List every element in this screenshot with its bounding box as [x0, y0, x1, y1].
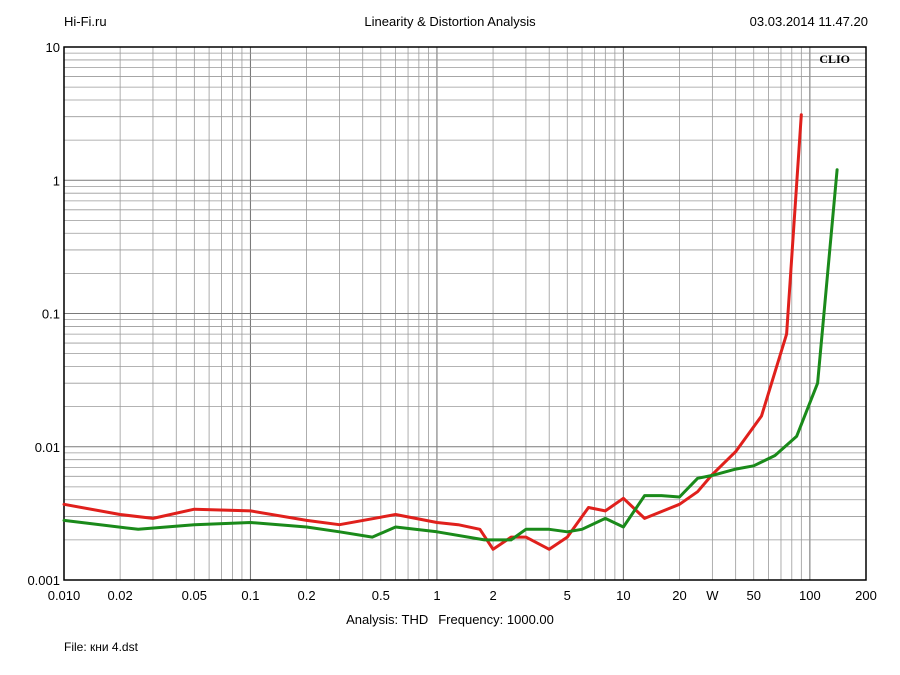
x-tick-label: 0.05	[182, 588, 207, 600]
x-tick-label: W	[706, 588, 719, 600]
grid-lines	[63, 46, 867, 581]
x-tick-label: 0.02	[107, 588, 132, 600]
x-tick-label: 2	[489, 588, 496, 600]
chart-title: Linearity & Distortion Analysis	[364, 14, 536, 29]
y-axis-tick-labels: 10 1 0.1 0.01 0.001	[27, 40, 60, 588]
x-tick-label: 5	[564, 588, 571, 600]
y-tick-label: 0.01	[35, 440, 60, 455]
y-tick-label: 10	[46, 40, 60, 55]
thd-chart: 0.010 0.02 0.05 0.1 0.2 0.5 1 2 5 10 20 W 50 100 200 1…	[27, 40, 877, 600]
series-line-1	[62, 113, 803, 551]
x-tick-label: 100	[799, 588, 821, 600]
x-tick-label: 20	[672, 588, 686, 600]
y-tick-label: 0.1	[42, 307, 60, 322]
analysis-info: Analysis: THD Frequency: 1000.00	[0, 612, 900, 627]
analysis-frequency: Frequency: 1000.00	[438, 612, 554, 627]
plot-frame	[63, 46, 867, 581]
x-tick-label: 0.5	[372, 588, 390, 600]
x-tick-label: 10	[616, 588, 630, 600]
x-tick-label: 0.010	[48, 588, 81, 600]
data-series	[62, 113, 839, 551]
timestamp: 03.03.2014 11.47.20	[749, 14, 868, 29]
x-tick-label: 0.2	[298, 588, 316, 600]
x-tick-label: 1	[433, 588, 440, 600]
file-name: File: кни 4.dst	[64, 640, 138, 654]
x-tick-label: 0.1	[241, 588, 259, 600]
y-tick-label: 1	[53, 173, 60, 188]
brand-label: Hi-Fi.ru	[64, 14, 107, 29]
analysis-type: Analysis: THD	[346, 612, 429, 627]
x-tick-label: 200	[855, 588, 877, 600]
x-axis-tick-labels: 0.010 0.02 0.05 0.1 0.2 0.5 1 2 5 10 20 W 50 100 200	[48, 588, 877, 600]
x-tick-label: 50	[747, 588, 761, 600]
series-line-2	[62, 168, 839, 542]
y-tick-label: 0.001	[27, 573, 60, 588]
clio-watermark: CLIO	[819, 52, 850, 66]
